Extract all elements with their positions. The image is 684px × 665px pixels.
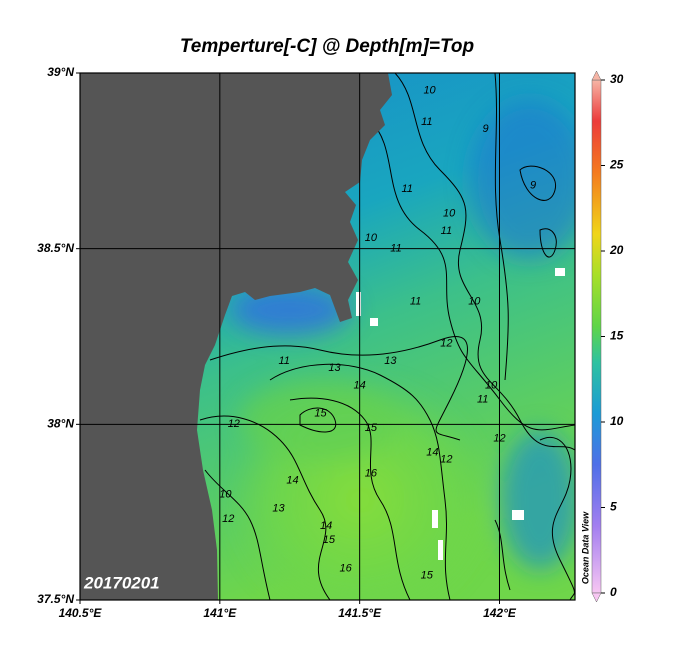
contour-label: 14 bbox=[426, 446, 438, 458]
contour-label: 11 bbox=[477, 394, 488, 406]
contour-label: 13 bbox=[272, 503, 285, 515]
contour-label: 12 bbox=[493, 432, 505, 444]
lon-tick-label: 141°E bbox=[203, 606, 237, 620]
lat-tick-label: 38.5°N bbox=[37, 241, 74, 255]
contour-label: 10 bbox=[423, 84, 436, 96]
contour-label: 14 bbox=[286, 474, 298, 486]
contour-label: 13 bbox=[328, 362, 341, 374]
contour-label: 15 bbox=[421, 569, 434, 581]
watermark: Ocean Data View bbox=[580, 511, 590, 584]
land bbox=[80, 73, 392, 600]
colorbar bbox=[591, 79, 602, 594]
colorbar-arrow bbox=[591, 592, 602, 603]
colorbar-tick-label: 30 bbox=[610, 72, 624, 86]
contour-label: 10 bbox=[443, 207, 456, 219]
contour-label: 12 bbox=[440, 337, 452, 349]
colorbar-arrow bbox=[591, 70, 602, 81]
date-label: 20170201 bbox=[83, 573, 160, 592]
contour-label: 13 bbox=[384, 355, 397, 367]
colorbar-tick-label: 0 bbox=[610, 585, 617, 599]
contour-label: 16 bbox=[365, 467, 378, 479]
contour-label: 10 bbox=[468, 295, 481, 307]
lat-tick-label: 39°N bbox=[47, 65, 74, 79]
contour-label: 9 bbox=[482, 123, 488, 135]
contour-label: 10 bbox=[365, 232, 378, 244]
lon-tick-label: 141.5°E bbox=[338, 606, 382, 620]
colorbar-tick-label: 25 bbox=[609, 158, 624, 172]
contour-label: 9 bbox=[530, 179, 536, 191]
colorbar-tick-label: 20 bbox=[609, 243, 624, 257]
contour-label: 10 bbox=[219, 489, 232, 501]
contour-label: 11 bbox=[421, 116, 432, 128]
contour-label: 12 bbox=[228, 418, 240, 430]
contour-label: 14 bbox=[320, 520, 332, 532]
contour-label: 11 bbox=[441, 225, 452, 237]
contour-label: 12 bbox=[440, 453, 452, 465]
plot-area bbox=[80, 73, 575, 600]
contour-label: 11 bbox=[410, 295, 421, 307]
lat-tick-label: 37.5°N bbox=[37, 592, 74, 606]
colorbar-tick-label: 5 bbox=[610, 500, 617, 514]
lat-tick-label: 38°N bbox=[47, 417, 74, 431]
colorbar-tick-label: 15 bbox=[610, 329, 624, 343]
contour-label: 12 bbox=[222, 513, 234, 525]
contour-label: 15 bbox=[323, 534, 336, 546]
contour-label: 15 bbox=[365, 422, 378, 434]
contour-label: 11 bbox=[278, 355, 289, 367]
contour-label: 15 bbox=[314, 408, 327, 420]
contour-label: 10 bbox=[485, 380, 498, 392]
map-title: Temperture[-C] @ Depth[m]=Top bbox=[180, 36, 474, 57]
colorbar-tick-label: 10 bbox=[610, 414, 624, 428]
contour-label: 11 bbox=[390, 243, 401, 255]
lon-tick-label: 140.5°E bbox=[59, 606, 103, 620]
contour-label: 11 bbox=[401, 183, 412, 195]
contour-label: 16 bbox=[340, 562, 353, 574]
lon-tick-label: 142°E bbox=[483, 606, 517, 620]
contour-label: 14 bbox=[354, 380, 366, 392]
no-data-patches bbox=[356, 268, 565, 560]
